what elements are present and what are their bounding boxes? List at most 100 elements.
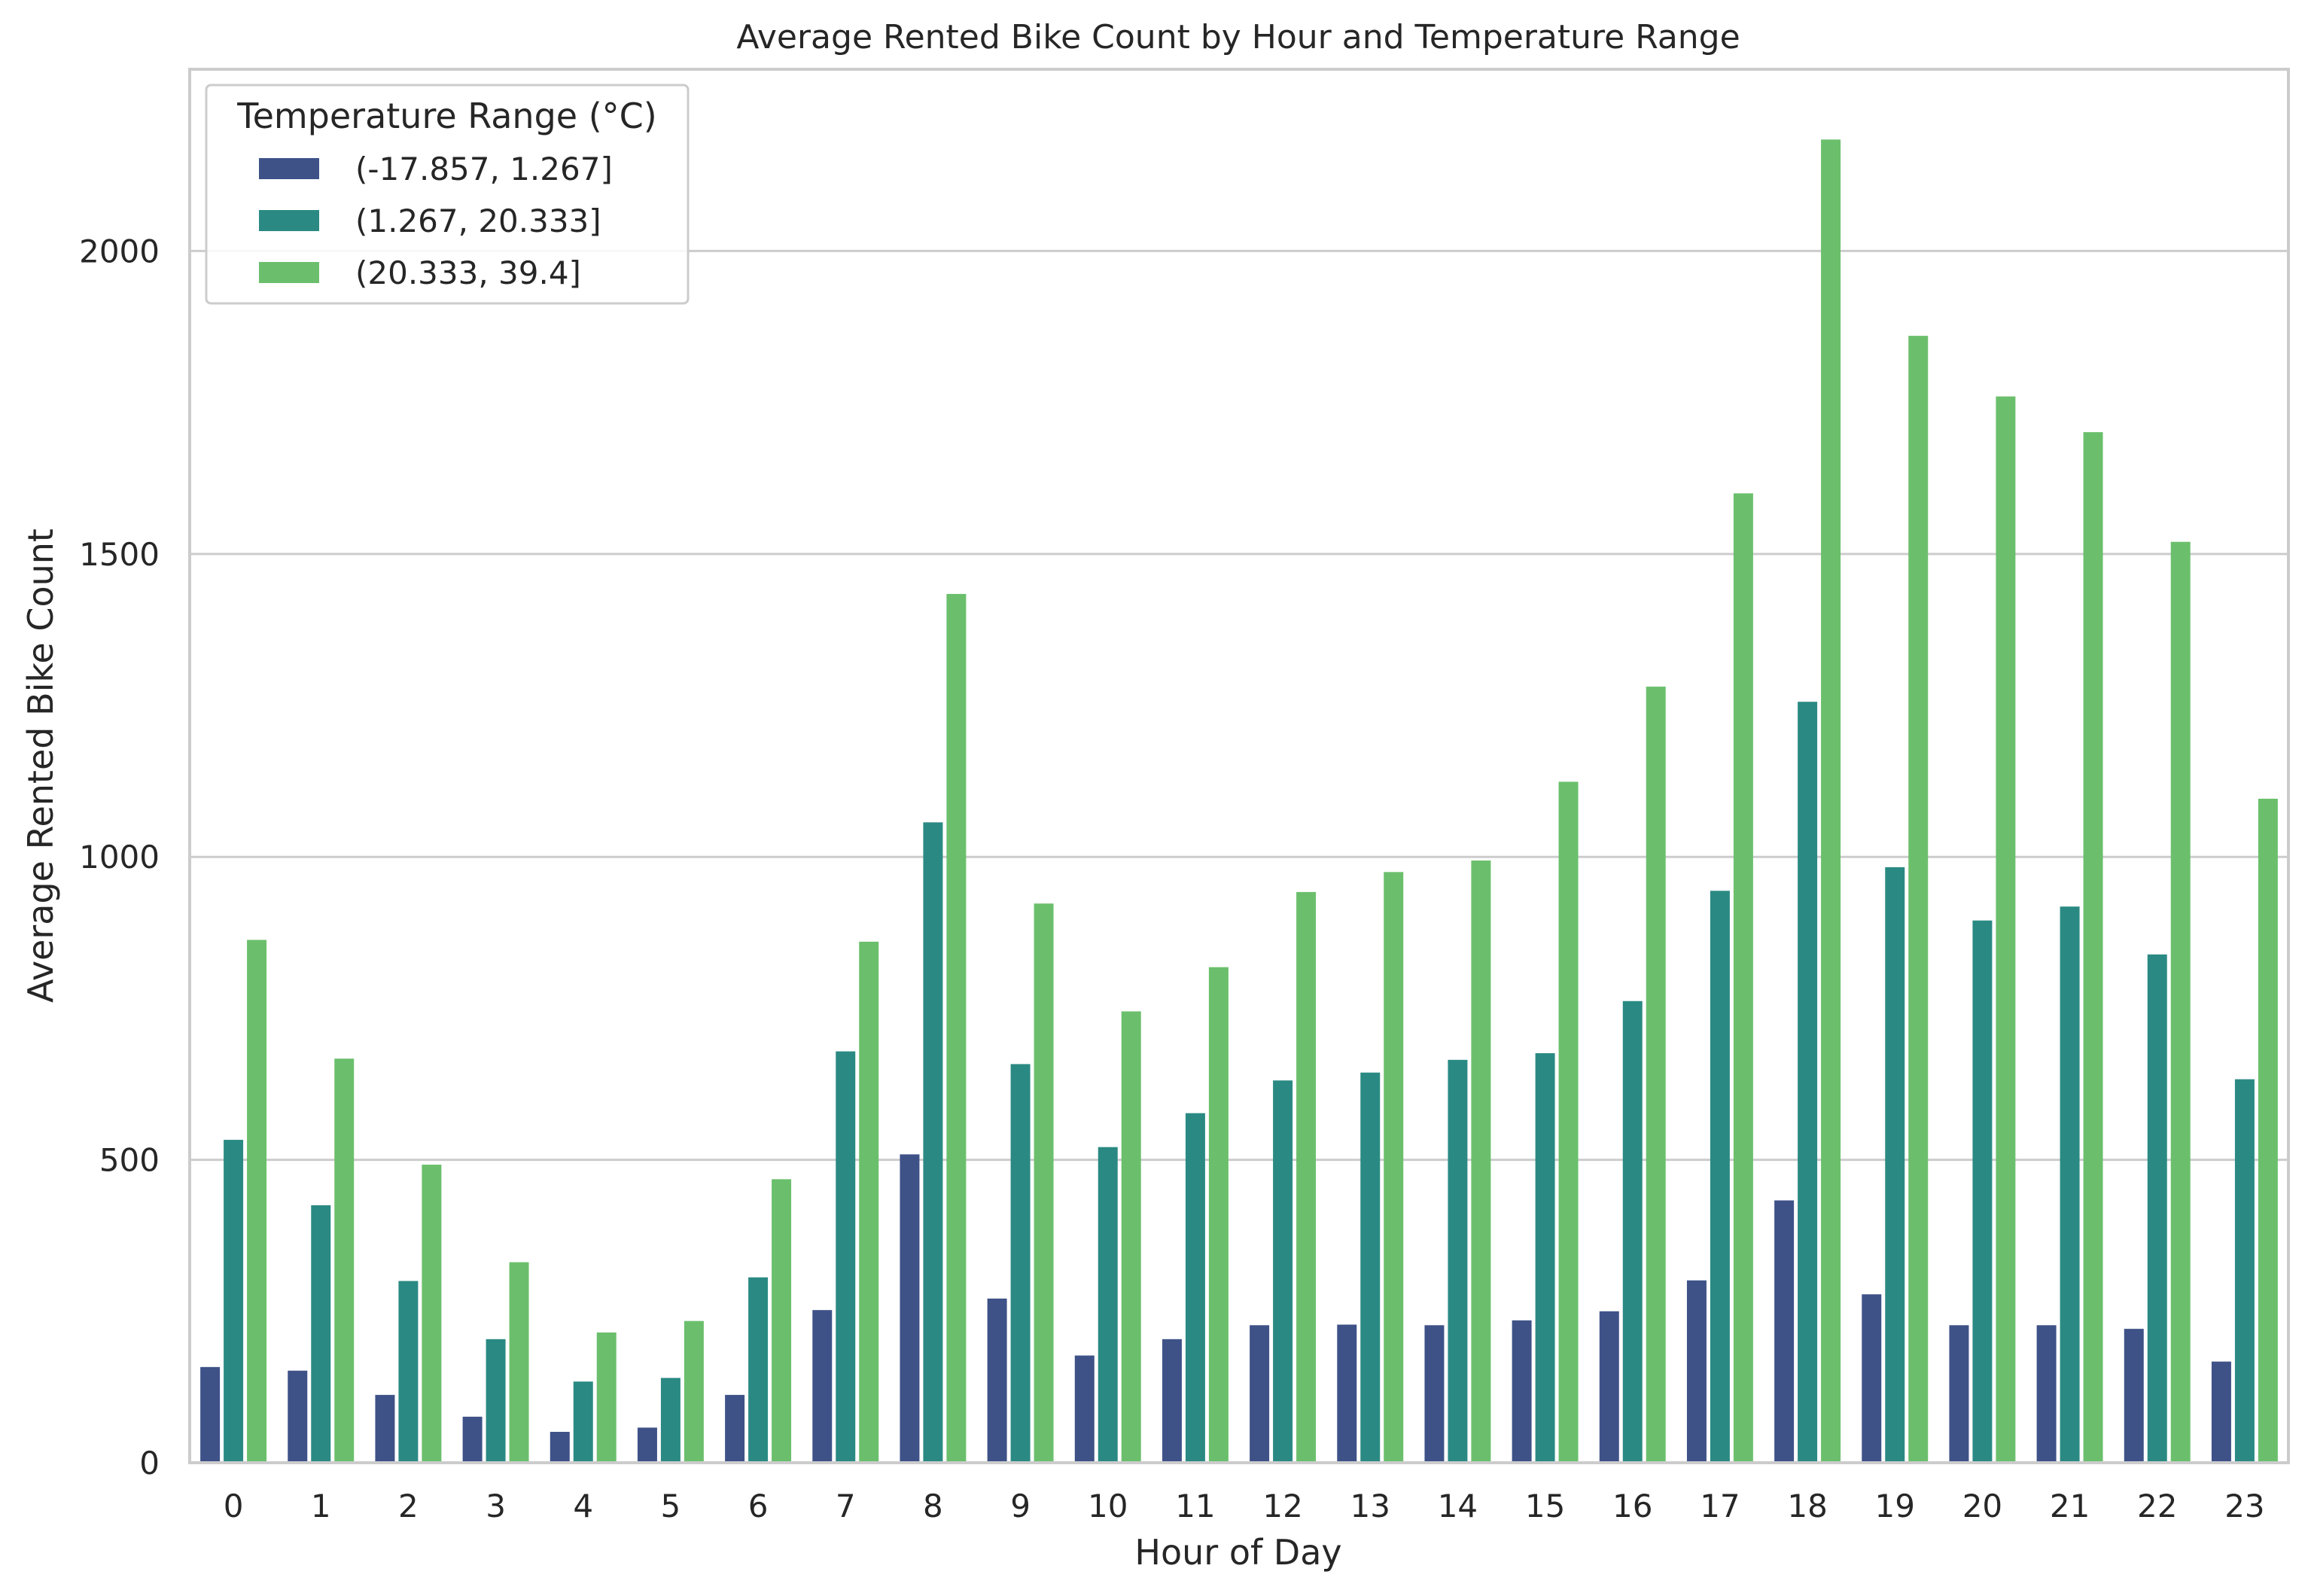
y-tick-label: 1000 xyxy=(79,839,160,876)
bar xyxy=(1774,1200,1795,1463)
bar xyxy=(859,941,879,1463)
bar xyxy=(660,1378,681,1463)
bar xyxy=(1360,1072,1381,1463)
bar xyxy=(550,1431,570,1463)
x-tick-label: 0 xyxy=(224,1488,244,1524)
bars xyxy=(200,139,2278,1464)
legend-swatch xyxy=(259,262,319,283)
legend-swatch xyxy=(259,210,319,231)
bar xyxy=(2147,954,2167,1463)
bar xyxy=(684,1320,704,1463)
bar xyxy=(1972,920,1993,1463)
bar xyxy=(509,1262,529,1463)
y-axis-label: Average Rented Bike Count xyxy=(20,528,61,1003)
x-tick-label: 16 xyxy=(1612,1488,1652,1524)
bar xyxy=(1996,396,2016,1464)
x-tick-label: 23 xyxy=(2224,1488,2264,1524)
bar xyxy=(1535,1052,1555,1463)
bar xyxy=(836,1051,856,1463)
bar xyxy=(1384,872,1404,1463)
x-tick-label: 19 xyxy=(1875,1488,1915,1524)
x-tick-label: 3 xyxy=(486,1488,506,1524)
legend-label: (-17.857, 1.267] xyxy=(355,151,613,187)
bar xyxy=(1949,1325,1969,1463)
bar xyxy=(2036,1325,2057,1463)
bar xyxy=(2170,541,2191,1463)
bar xyxy=(1622,1001,1643,1463)
x-tick-label: 21 xyxy=(2050,1488,2090,1524)
x-tick-label: 20 xyxy=(1962,1488,2002,1524)
x-tick-label: 15 xyxy=(1525,1488,1565,1524)
bar xyxy=(1121,1011,1141,1463)
bar xyxy=(288,1370,308,1463)
bar xyxy=(725,1394,745,1463)
y-axis-ticks: 0 500 1000 1500 2000 xyxy=(79,233,160,1482)
legend-label: (20.333, 39.4] xyxy=(355,254,581,291)
legend-box xyxy=(205,84,690,305)
bar xyxy=(1034,903,1054,1463)
bar xyxy=(987,1298,1007,1463)
x-axis-label: Hour of Day xyxy=(1134,1532,1341,1573)
bar xyxy=(1208,967,1229,1463)
x-tick-label: 8 xyxy=(923,1488,943,1524)
bar xyxy=(1448,1059,1468,1463)
bar xyxy=(311,1205,331,1463)
bar xyxy=(772,1179,792,1463)
bar xyxy=(1337,1324,1357,1463)
x-tick-label: 1 xyxy=(311,1488,331,1524)
bar xyxy=(1710,891,1730,1463)
y-tick-label: 2000 xyxy=(79,233,160,270)
x-tick-label: 14 xyxy=(1438,1488,1478,1524)
legend-swatch xyxy=(259,158,319,179)
bar xyxy=(1821,139,1841,1464)
bar xyxy=(1424,1325,1445,1463)
bar xyxy=(375,1394,395,1463)
plot-frame xyxy=(188,68,2290,1464)
x-tick-label: 17 xyxy=(1700,1488,1740,1524)
bar xyxy=(1250,1325,1270,1463)
bar xyxy=(1885,867,1905,1463)
bar xyxy=(1646,687,1666,1463)
bar xyxy=(2060,906,2080,1463)
legend: Temperature Range (°C) (-17.857, 1.267](… xyxy=(205,84,690,305)
bar xyxy=(398,1281,419,1463)
bar xyxy=(224,1140,244,1463)
x-tick-label: 13 xyxy=(1350,1488,1390,1524)
bar xyxy=(1162,1339,1182,1463)
bar xyxy=(1733,493,1753,1463)
x-tick-label: 18 xyxy=(1787,1488,1827,1524)
bar xyxy=(923,822,943,1463)
bar xyxy=(1098,1147,1118,1463)
y-tick-label: 500 xyxy=(99,1142,160,1179)
bar xyxy=(1185,1113,1205,1463)
bar xyxy=(1273,1080,1293,1463)
x-tick-label: 11 xyxy=(1175,1488,1215,1524)
x-tick-label: 9 xyxy=(1010,1488,1031,1524)
bar xyxy=(200,1366,221,1463)
x-tick-label: 4 xyxy=(573,1488,593,1524)
bar xyxy=(2258,798,2278,1463)
x-tick-label: 6 xyxy=(748,1488,769,1524)
bar xyxy=(1798,702,1818,1463)
bar xyxy=(812,1310,833,1463)
x-axis-ticks: 0 1 2 3 4 5 6 7 8 9 10 11 12 13 14 15 16 17 18 19 20 21 22 23 xyxy=(224,1488,2265,1524)
bar xyxy=(1296,891,1317,1463)
bar xyxy=(1074,1355,1095,1463)
bar xyxy=(247,940,267,1463)
bar xyxy=(946,593,967,1464)
y-tick-label: 1500 xyxy=(79,536,160,573)
bar xyxy=(2234,1079,2255,1463)
x-tick-label: 12 xyxy=(1262,1488,1302,1524)
bar xyxy=(1599,1311,1619,1463)
bar xyxy=(637,1427,657,1463)
bar xyxy=(2211,1361,2231,1463)
bar xyxy=(1558,781,1579,1463)
bar xyxy=(748,1277,769,1463)
x-tick-label: 10 xyxy=(1088,1488,1128,1524)
bar xyxy=(1686,1280,1707,1463)
y-tick-label: 0 xyxy=(139,1445,160,1482)
legend-items: (-17.857, 1.267] (1.267, 20.333] (20.333, … xyxy=(259,151,613,291)
bar xyxy=(422,1165,442,1463)
bar xyxy=(2083,432,2103,1464)
